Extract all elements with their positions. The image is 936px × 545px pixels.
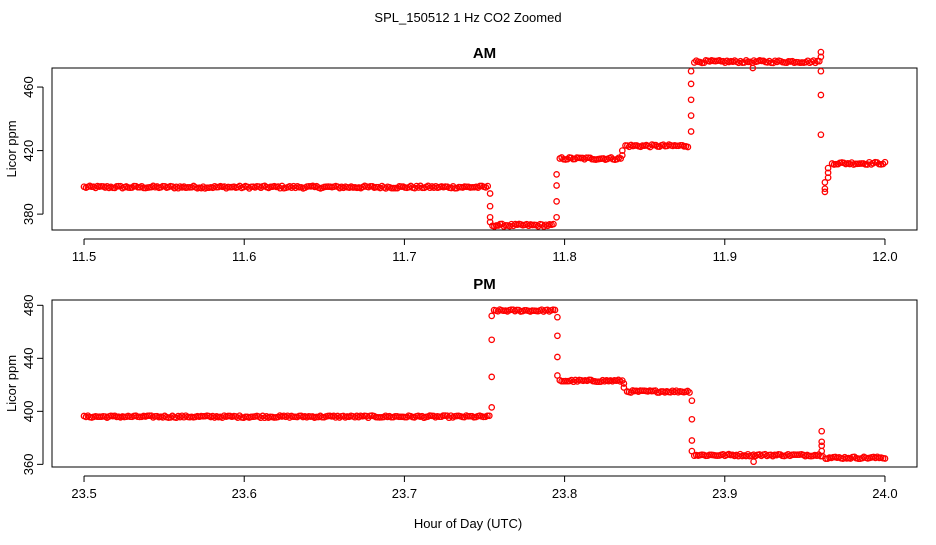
am-data-point [553, 198, 560, 205]
pm-data-point [551, 306, 559, 314]
am-data-point [484, 182, 492, 190]
am-data-point [821, 179, 829, 186]
pm-data-point [688, 447, 696, 455]
pm-data-point [259, 412, 267, 420]
am-x-tick-label: 11.7 [392, 249, 416, 264]
am-data-point [486, 190, 494, 197]
pm-data-point [688, 415, 696, 423]
am-data-point [687, 112, 695, 119]
am-data-point [687, 67, 695, 75]
am-data-point [553, 213, 560, 221]
am-data-point [550, 220, 557, 228]
am-data-point [392, 184, 399, 192]
am-data-point [687, 80, 695, 88]
am-data-point [486, 202, 494, 210]
am-data-point [418, 184, 426, 192]
am-data-point [821, 188, 829, 196]
am-data-point [824, 164, 832, 172]
pm-data-point [488, 404, 496, 411]
am-x-tick-label: 12.0 [872, 249, 897, 264]
pm-x-tick-label: 23.9 [712, 486, 737, 501]
pm-data-point [554, 372, 561, 379]
pm-data-point [881, 455, 889, 462]
am-x-tick-label: 11.6 [232, 249, 256, 264]
pm-data-point [554, 353, 561, 361]
am-y-axis-label: Licor ppm [4, 120, 19, 177]
pm-data-point [218, 414, 226, 421]
pm-panel: PM Licor ppm 23.5 23.6 23.7 23.8 23.9 24.0 360 40… [4, 276, 918, 501]
am-data-point [684, 143, 692, 151]
am-data-point [618, 147, 626, 154]
pm-y-axis-label: Licor ppm [4, 355, 19, 412]
am-data-point [553, 171, 560, 178]
pm-plot-frame [51, 299, 918, 468]
pm-data-point [818, 427, 826, 435]
pm-data-point [688, 437, 696, 444]
figure-x-axis-label: Hour of Day (UTC) [414, 516, 522, 531]
am-data-point [881, 158, 889, 166]
am-data-point [817, 67, 825, 75]
pm-data-point [488, 312, 496, 320]
am-data-point [553, 182, 560, 189]
am-data-point [848, 159, 856, 166]
am-data-point [824, 169, 832, 177]
pm-x-tick-label: 23.6 [232, 486, 257, 501]
am-plot-frame [51, 67, 918, 231]
am-data-point [817, 131, 825, 139]
am-x-tick-label: 11.9 [713, 249, 737, 264]
am-panel: AM Licor ppm 11.5 11.6 11.7 11.8 11.9 12.0 380 42… [4, 45, 918, 264]
pm-data-point [818, 447, 826, 455]
pm-x-tick-label: 23.8 [552, 486, 577, 501]
pm-x-tick-label: 24.0 [872, 486, 897, 501]
am-data-points [80, 48, 889, 230]
pm-data-point [750, 458, 757, 466]
pm-data-point [485, 412, 493, 420]
pm-panel-title: PM [473, 276, 496, 293]
am-data-point [424, 182, 432, 190]
am-data-point [506, 222, 513, 230]
am-x-tick-label: 11.5 [72, 249, 96, 264]
am-data-point [92, 184, 99, 192]
am-y-tick-label: 460 [21, 76, 36, 98]
am-y-tick-label: 420 [21, 140, 36, 162]
pm-data-point [686, 389, 693, 396]
am-panel-title: AM [473, 45, 496, 62]
pm-y-tick-label: 480 [21, 294, 36, 316]
pm-x-tick-label: 23.5 [71, 486, 96, 501]
am-y-tick-label: 380 [21, 203, 36, 225]
am-data-point [817, 91, 825, 99]
am-data-point [687, 128, 695, 135]
pm-data-point [688, 397, 696, 405]
pm-data-point [488, 336, 496, 344]
am-data-point [817, 53, 825, 61]
pm-data-points [80, 306, 889, 466]
am-data-point [184, 184, 192, 191]
am-data-point [821, 185, 829, 193]
am-x-tick-label: 11.8 [552, 249, 576, 264]
pm-data-point [818, 438, 826, 446]
pm-data-point [620, 380, 628, 387]
pm-y-tick-label: 360 [21, 453, 36, 475]
am-data-point [486, 218, 494, 226]
pm-x-tick-label: 23.7 [392, 486, 417, 501]
pm-y-tick-label: 440 [21, 347, 36, 369]
pm-y-tick-label: 400 [21, 400, 36, 422]
pm-data-point [620, 384, 628, 391]
am-data-point [687, 96, 695, 104]
pm-data-point [488, 373, 496, 381]
pm-data-point [554, 332, 561, 340]
am-data-point [749, 64, 757, 72]
figure-title: SPL_150512 1 Hz CO2 Zoomed [374, 10, 561, 25]
pm-data-point [554, 313, 561, 321]
